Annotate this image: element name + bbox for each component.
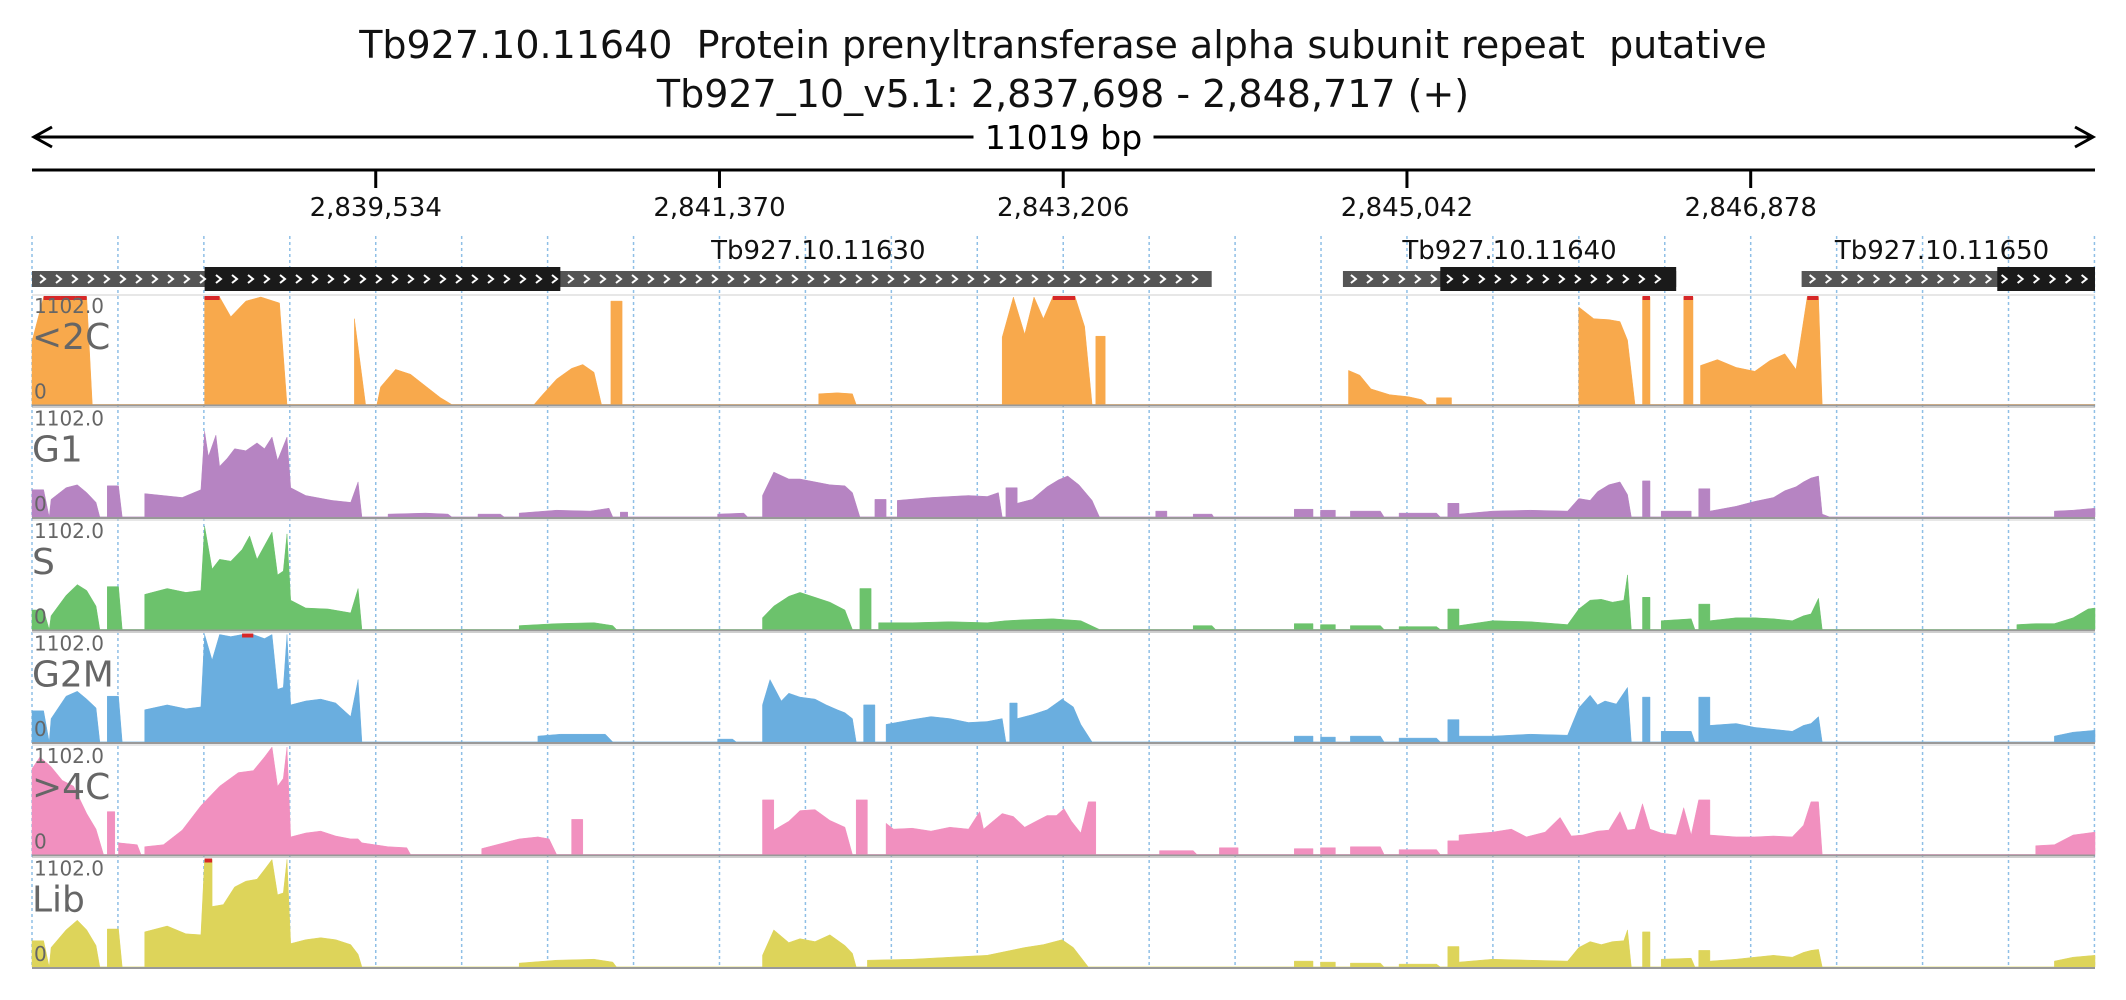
coverage-area: [31, 634, 2096, 743]
clip-marker: [1683, 296, 1694, 300]
track-name: Lib: [32, 880, 85, 921]
axis-tick-label: 2,843,206: [997, 193, 1129, 223]
clip-marker: [204, 858, 213, 863]
clip-marker: [1063, 296, 1076, 300]
axis-tick-label: 2,846,878: [1685, 193, 1817, 223]
track-ymax-label: 1102.0: [34, 632, 104, 656]
track-ymin-label: 0: [34, 717, 47, 741]
strand-arrows: [39, 274, 1199, 284]
clip-marker: [75, 296, 87, 300]
clip-marker: [242, 633, 254, 638]
span-arrowhead-left: [30, 125, 53, 149]
track-name: G1: [32, 430, 83, 471]
coverage-area: [31, 431, 2096, 518]
coverage-track: 1102.0 0 G1: [31, 407, 2096, 519]
clip-marker: [1642, 296, 1650, 300]
coverage-track: 1102.0 0 <2C: [31, 294, 2095, 407]
clip-marker: [1052, 296, 1064, 300]
gene-track: Tb927.10.11630 Tb927.10.11640 Tb927.10.116…: [32, 236, 2095, 291]
gene-cds: [1440, 267, 1677, 291]
track-name: >4C: [32, 767, 110, 808]
track-name: <2C: [32, 317, 110, 358]
track-ymin-label: 0: [34, 605, 47, 629]
gene-cds: [1997, 267, 2095, 291]
span-indicator: 11019 bp: [30, 118, 2097, 157]
clip-marker: [60, 296, 76, 300]
coverage-tracks: 1102.00<2C1102.00G11102.00S1102.00G2M110…: [31, 294, 2096, 969]
coverage-track: 1102.0 0 >4C: [31, 744, 2096, 857]
gene-label: Tb927.10.11650: [1834, 236, 2049, 266]
track-ymin-label: 0: [34, 492, 47, 516]
span-label: 11019 bp: [985, 118, 1142, 157]
track-ymin-label: 0: [34, 380, 47, 404]
chart-subtitle-region: Tb927_10_v5.1: 2,837,698 - 2,848,717 (+): [656, 72, 1470, 116]
coverage-area: [31, 526, 2096, 630]
track-ymax-label: 1102.0: [34, 519, 104, 543]
clip-marker: [43, 296, 61, 300]
strand-arrows: [1350, 274, 1662, 284]
coverage-area: [31, 858, 2096, 968]
axis-tick-label: 2,845,042: [1341, 193, 1473, 223]
axis-tick-label: 2,841,370: [653, 193, 785, 223]
coverage-track: 1102.0 0 S: [31, 519, 2096, 632]
coverage-area: [31, 746, 2096, 855]
track-ymax-label: 1102.0: [34, 407, 104, 431]
clip-marker: [1807, 296, 1819, 300]
track-ymin-label: 0: [34, 830, 47, 854]
track-name: G2M: [32, 655, 114, 696]
coverage-area: [31, 296, 2095, 405]
coverage-track: 1102.0 0 G2M: [31, 632, 2096, 744]
track-ymax-label: 1102.0: [34, 744, 104, 768]
track-name: S: [32, 542, 55, 583]
axis-tick-label: 2,839,534: [310, 193, 442, 223]
track-ymax-label: 1102.0: [34, 857, 104, 881]
coverage-track: 1102.0 0 Lib: [31, 857, 2096, 969]
chart-title: Tb927.10.11640 Protein prenyltransferase…: [359, 23, 1767, 67]
gene-label: Tb927.10.11630: [710, 236, 925, 266]
coordinate-axis: 2,839,534 2,841,370 2,843,206 2,845,042 2,84…: [32, 168, 2095, 223]
strand-arrows: [1808, 274, 2089, 284]
clip-marker: [204, 296, 220, 300]
track-ymin-label: 0: [34, 942, 47, 966]
track-ymax-label: 1102.0: [34, 294, 104, 318]
span-arrowhead-right: [2074, 125, 2097, 149]
gene-label: Tb927.10.11640: [1401, 236, 1616, 266]
